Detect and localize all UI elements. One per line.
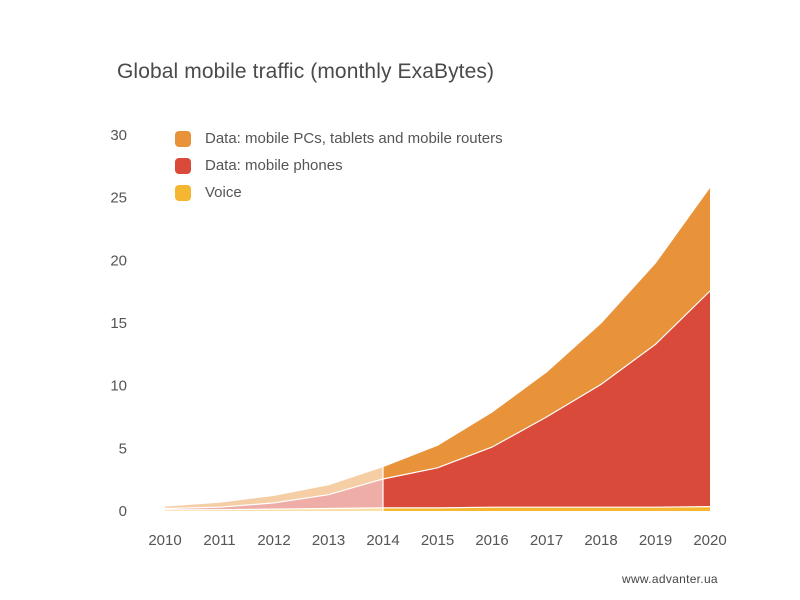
boundary-line-voice	[165, 506, 711, 511]
area-forecast-data-mobile-pcs-tablets-and-mobile-routers	[383, 187, 710, 479]
area-historical-data-mobile-phones	[165, 479, 383, 510]
area-forecast-data-mobile-phones	[383, 291, 710, 508]
legend-label-voice: Voice	[205, 184, 242, 201]
x-tick-label-2011: 2011	[203, 532, 235, 549]
x-tick-label-2010: 2010	[148, 532, 181, 549]
area-historical-data-mobile-pcs-tablets-and-mobile-routers	[165, 466, 383, 509]
legend-item-data-phones: Data: mobile phones	[175, 152, 503, 179]
legend-label-data-pcs: Data: mobile PCs, tablets and mobile rou…	[205, 130, 503, 147]
y-tick-label-20: 20	[110, 252, 127, 269]
y-tick-label-30: 30	[110, 127, 127, 144]
legend-item-voice: Voice	[175, 179, 503, 206]
y-axis: 0 5 10 15 20 25 30	[110, 127, 127, 520]
y-tick-label-25: 25	[110, 190, 127, 207]
y-tick-label-10: 10	[110, 378, 127, 395]
x-tick-label-2019: 2019	[639, 532, 672, 549]
x-tick-label-2012: 2012	[257, 532, 290, 549]
x-tick-label-2016: 2016	[475, 532, 508, 549]
x-tick-label-2013: 2013	[312, 532, 345, 549]
plot-area	[164, 186, 711, 511]
x-tick-label-2017: 2017	[530, 532, 563, 549]
y-tick-label-5: 5	[119, 440, 127, 457]
x-tick-label-2020: 2020	[693, 532, 726, 549]
y-tick-label-15: 15	[110, 315, 127, 332]
x-tick-label-2015: 2015	[421, 532, 454, 549]
x-tick-label-2018: 2018	[584, 532, 617, 549]
legend-item-data-pcs: Data: mobile PCs, tablets and mobile rou…	[175, 125, 503, 152]
watermark: www.advanter.ua	[622, 572, 718, 586]
x-axis: 2010 2011 2012 2013 2014 2015 2016 2017 2018 2019…	[148, 532, 726, 549]
legend-swatch-data-pcs	[175, 130, 191, 147]
boundary-line-data-mobile-phones	[164, 290, 711, 510]
legend: Data: mobile PCs, tablets and mobile rou…	[175, 125, 503, 206]
chart-title: Global mobile traffic (monthly ExaBytes)	[117, 60, 495, 83]
y-tick-label-0: 0	[119, 503, 127, 520]
legend-swatch-voice	[175, 184, 191, 201]
x-tick-label-2014: 2014	[366, 532, 399, 549]
legend-label-data-phones: Data: mobile phones	[205, 157, 343, 174]
boundary-line-data-mobile-pcs-tablets-and-mobile-routers	[164, 186, 711, 507]
legend-swatch-data-phones	[175, 157, 191, 174]
